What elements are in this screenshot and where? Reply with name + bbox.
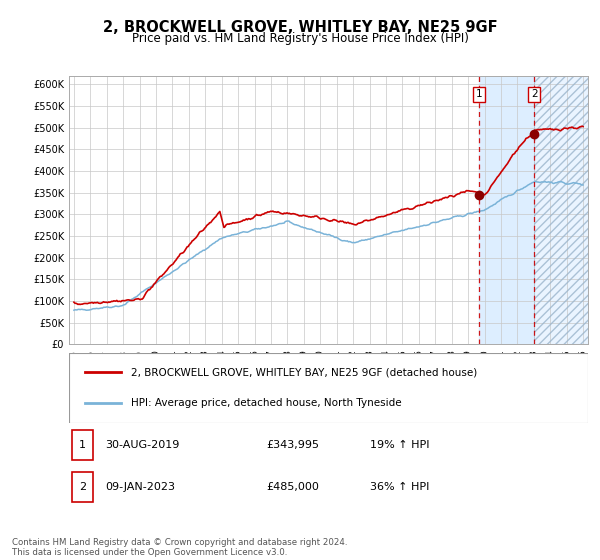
Bar <box>71 430 94 460</box>
Text: 2: 2 <box>531 89 538 99</box>
Text: £485,000: £485,000 <box>266 482 319 492</box>
Text: 2: 2 <box>79 482 86 492</box>
Text: 19% ↑ HPI: 19% ↑ HPI <box>370 440 430 450</box>
Bar <box>534 76 588 344</box>
Text: Contains HM Land Registry data © Crown copyright and database right 2024.
This d: Contains HM Land Registry data © Crown c… <box>12 538 347 557</box>
Bar <box>71 472 94 502</box>
Text: HPI: Average price, detached house, North Tyneside: HPI: Average price, detached house, Nort… <box>131 398 402 408</box>
Text: 36% ↑ HPI: 36% ↑ HPI <box>370 482 430 492</box>
Text: 2, BROCKWELL GROVE, WHITLEY BAY, NE25 9GF (detached house): 2, BROCKWELL GROVE, WHITLEY BAY, NE25 9G… <box>131 367 478 377</box>
Text: 09-JAN-2023: 09-JAN-2023 <box>106 482 175 492</box>
Text: 1: 1 <box>79 440 86 450</box>
Text: 1: 1 <box>476 89 482 99</box>
Text: Price paid vs. HM Land Registry's House Price Index (HPI): Price paid vs. HM Land Registry's House … <box>131 32 469 45</box>
Text: 2, BROCKWELL GROVE, WHITLEY BAY, NE25 9GF: 2, BROCKWELL GROVE, WHITLEY BAY, NE25 9G… <box>103 20 497 35</box>
Text: £343,995: £343,995 <box>266 440 319 450</box>
Bar <box>534 76 588 344</box>
Text: 30-AUG-2019: 30-AUG-2019 <box>106 440 180 450</box>
Bar <box>479 76 534 344</box>
